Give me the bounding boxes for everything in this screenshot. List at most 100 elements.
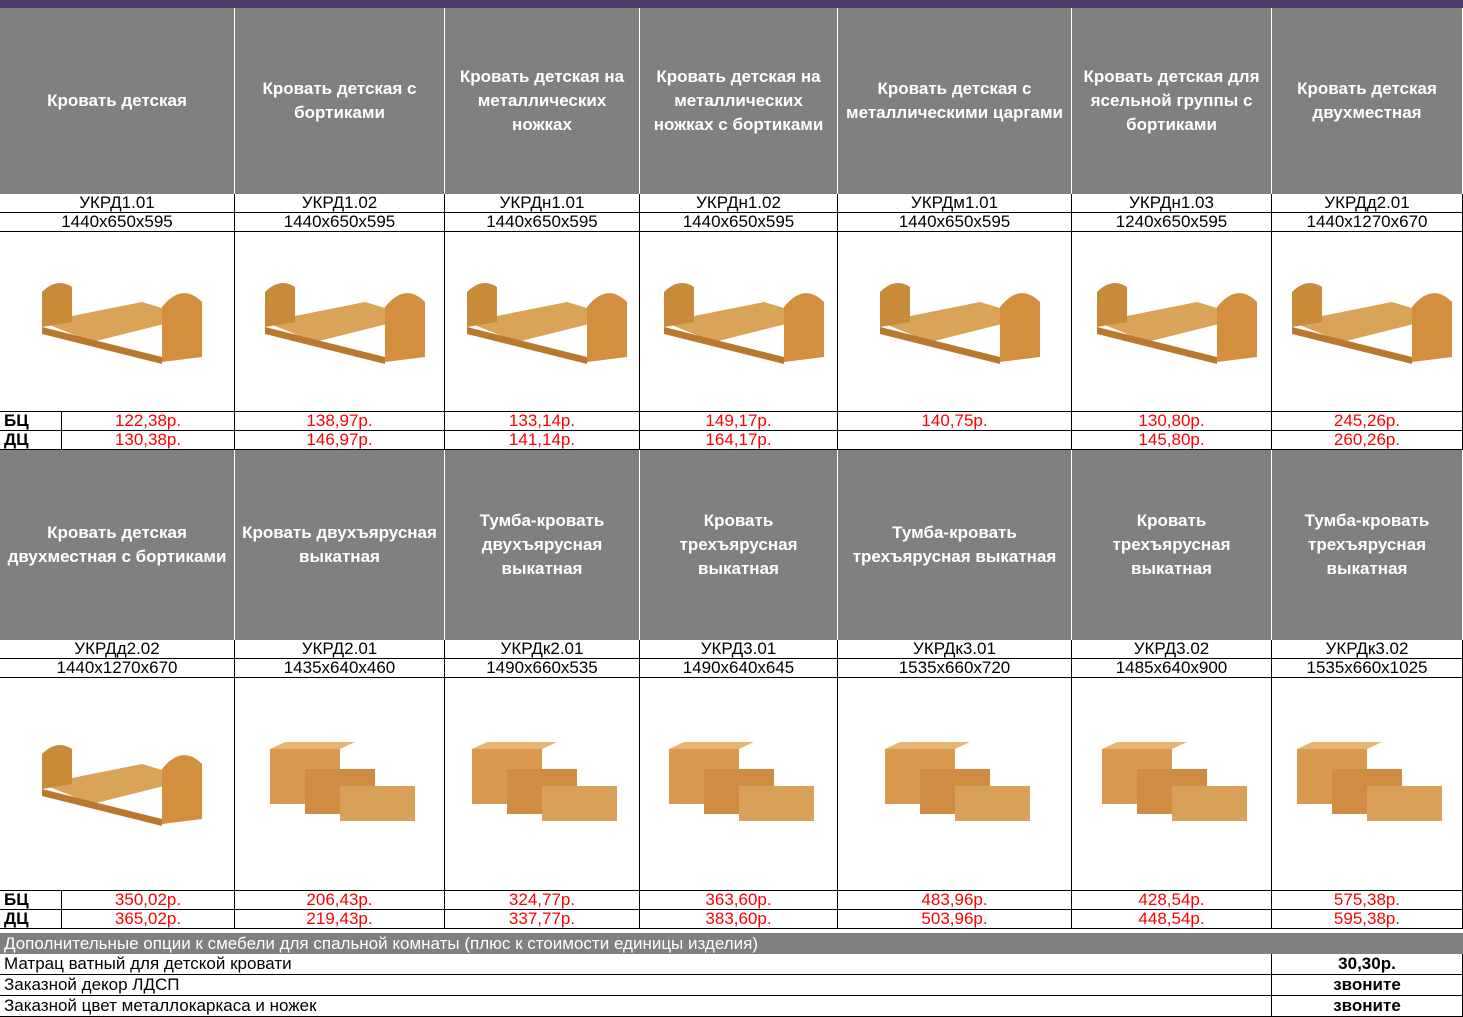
product-size: 1535x660x720 xyxy=(838,658,1072,678)
price-dc: 337,77р. xyxy=(445,909,640,929)
price-bc: 122,38р. xyxy=(62,411,235,431)
product-image xyxy=(235,232,445,412)
options-title: Дополнительные опции к смебели для спаль… xyxy=(0,933,1463,954)
product-image xyxy=(640,678,838,891)
product-image xyxy=(0,678,235,891)
product-name: Кровать трехъярусная выкатная xyxy=(1072,450,1272,640)
product-image xyxy=(1272,678,1463,891)
product-size: 1490x640x645 xyxy=(640,658,838,678)
product-code: УКРДн1.03 xyxy=(1072,193,1272,213)
product-code: УКРДд2.01 xyxy=(1272,193,1463,213)
price-bc: 206,43р. xyxy=(235,890,445,910)
price-bc: 149,17р. xyxy=(640,411,838,431)
product-code: УКРДм1.01 xyxy=(838,193,1072,213)
price-bc: 363,60р. xyxy=(640,890,838,910)
furniture-picture xyxy=(264,282,425,364)
price-bc: 130,80р. xyxy=(1072,411,1272,431)
product-image xyxy=(1272,232,1463,412)
furniture-picture xyxy=(42,745,202,826)
product-image xyxy=(1072,678,1272,891)
option-name: Матрац ватный для детской кровати xyxy=(0,954,1272,975)
price-label: ДЦ xyxy=(0,909,62,929)
price-bc: 138,97р. xyxy=(235,411,445,431)
product-size: 1240x650x595 xyxy=(1072,212,1272,232)
product-size: 1490x660x535 xyxy=(445,658,640,678)
furniture-picture xyxy=(467,282,627,364)
product-name: Кровать детская с бортиками xyxy=(235,8,445,194)
product-size: 1440x650x595 xyxy=(838,212,1072,232)
product-name: Кровать детская на металлических ножках … xyxy=(640,8,838,194)
product-name: Кровать детская для ясельной группы с бо… xyxy=(1072,8,1272,194)
option-name: Заказной цвет металлокаркаса и ножек xyxy=(0,996,1272,1017)
product-code: УКРДд2.02 xyxy=(0,639,235,659)
product-code: УКРД3.02 xyxy=(1072,639,1272,659)
price-dc: 595,38р. xyxy=(1272,909,1463,929)
product-size: 1535x660x1025 xyxy=(1272,658,1463,678)
product-name: Кровать детская на металлических ножках xyxy=(445,8,640,194)
product-image xyxy=(0,232,235,412)
furniture-picture xyxy=(472,742,617,821)
price-dc: 141,14р. xyxy=(445,430,640,450)
option-price: звоните xyxy=(1272,996,1463,1017)
price-dc: 383,60р. xyxy=(640,909,838,929)
product-size: 1440x650x595 xyxy=(235,212,445,232)
product-code: УКРД1.01 xyxy=(0,193,235,213)
option-price: звоните xyxy=(1272,975,1463,996)
product-code: УКРД1.02 xyxy=(235,193,445,213)
price-dc: 130,38р. xyxy=(62,430,235,450)
top-bar xyxy=(0,0,1463,8)
product-size: 1440x650x595 xyxy=(640,212,838,232)
product-name: Кровать детская с металлическими царгами xyxy=(838,8,1072,194)
product-size: 1435x640x460 xyxy=(235,658,445,678)
furniture-picture xyxy=(42,282,202,364)
product-code: УКРД3.01 xyxy=(640,639,838,659)
price-dc xyxy=(838,431,1072,450)
product-size: 1440x1270x670 xyxy=(0,658,235,678)
product-name: Кровать двухъярусная выкатная xyxy=(235,450,445,640)
furniture-picture xyxy=(668,742,814,821)
price-bc: 245,26р. xyxy=(1272,411,1463,431)
price-dc: 503,96р. xyxy=(838,909,1072,929)
price-dc: 219,43р. xyxy=(235,909,445,929)
furniture-picture xyxy=(884,742,1030,821)
product-size: 1440x650x595 xyxy=(445,212,640,232)
option-price: 30,30р. xyxy=(1272,954,1463,975)
price-dc: 448,54р. xyxy=(1072,909,1272,929)
product-name: Кровать детская xyxy=(0,8,235,194)
option-name: Заказной декор ЛДСП xyxy=(0,975,1272,996)
furniture-picture xyxy=(1297,742,1442,821)
product-name: Кровать трехъярусная выкатная xyxy=(640,450,838,640)
product-code: УКРДк2.01 xyxy=(445,639,640,659)
price-dc: 365,02р. xyxy=(62,909,235,929)
price-dc: 260,26р. xyxy=(1272,430,1463,450)
product-image xyxy=(838,678,1072,891)
product-name: Тумба-кровать двухъярусная выкатная xyxy=(445,450,640,640)
product-code: УКРДн1.01 xyxy=(445,193,640,213)
price-bc: 140,75р. xyxy=(838,411,1072,431)
furniture-picture xyxy=(879,282,1040,364)
price-dc: 164,17р. xyxy=(640,430,838,450)
product-image xyxy=(445,232,640,412)
price-label: БЦ xyxy=(0,890,62,910)
price-bc: 133,14р. xyxy=(445,411,640,431)
price-bc: 324,77р. xyxy=(445,890,640,910)
product-name: Кровать детская двухместная xyxy=(1272,8,1463,194)
price-bc: 483,96р. xyxy=(838,890,1072,910)
price-bc: 575,38р. xyxy=(1272,890,1463,910)
price-label: ДЦ xyxy=(0,430,62,450)
price-bc: 350,02р. xyxy=(62,890,235,910)
product-name: Тумба-кровать трехъярусная выкатная xyxy=(838,450,1072,640)
furniture-picture xyxy=(1096,282,1257,364)
product-image xyxy=(1072,232,1272,412)
product-code: УКРД2.01 xyxy=(235,639,445,659)
price-label: БЦ xyxy=(0,411,62,431)
furniture-picture xyxy=(1101,742,1247,821)
price-dc: 146,97р. xyxy=(235,430,445,450)
price-bc: 428,54р. xyxy=(1072,890,1272,910)
furniture-picture xyxy=(269,742,415,821)
product-code: УКРДк3.02 xyxy=(1272,639,1463,659)
furniture-picture xyxy=(663,282,824,364)
product-name: Кровать детская двухместная с бортиками xyxy=(0,450,235,640)
price-dc: 145,80р. xyxy=(1072,430,1272,450)
